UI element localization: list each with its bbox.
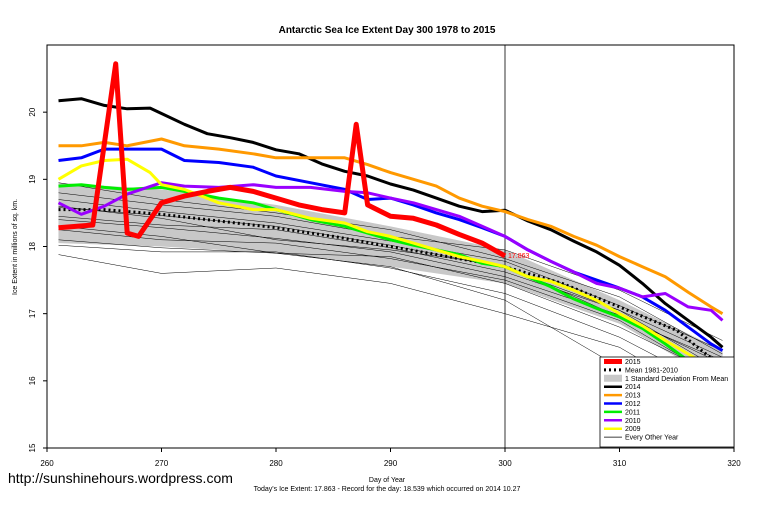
y-tick-label: 18 bbox=[28, 242, 37, 251]
legend-box bbox=[599, 356, 735, 448]
legend-label: Mean 1981-2010 bbox=[625, 367, 678, 374]
other-year-line-8 bbox=[58, 182, 723, 355]
x-tick-label: 300 bbox=[498, 459, 512, 468]
x-tick-label: 290 bbox=[384, 459, 398, 468]
legend-label: 2009 bbox=[625, 426, 641, 433]
x-tick-label: 310 bbox=[613, 459, 627, 468]
y-tick-label: 16 bbox=[28, 376, 37, 385]
y-axis: 15 16 17 18 19 20 bbox=[28, 107, 47, 452]
other-year-line-2 bbox=[58, 254, 723, 408]
series-line-2014 bbox=[58, 97, 724, 349]
series-line-2013 bbox=[58, 137, 724, 315]
x-tick-label: 260 bbox=[40, 459, 54, 468]
y-tick-label: 17 bbox=[28, 309, 37, 318]
plot-area: 17.863 bbox=[57, 45, 724, 448]
y-tick-label: 19 bbox=[28, 174, 37, 183]
other-year-line-9 bbox=[58, 244, 723, 392]
series-line-2015 bbox=[58, 61, 507, 259]
legend-label: 2012 bbox=[625, 401, 641, 408]
other-year-line-12 bbox=[58, 207, 723, 358]
legend-label: Every Other Year bbox=[625, 435, 679, 442]
other-year-line-7 bbox=[58, 229, 723, 382]
x-tick-label: 270 bbox=[155, 459, 169, 468]
y-tick-label: 15 bbox=[28, 443, 37, 452]
legend-label: 2013 bbox=[625, 393, 641, 400]
x-tick-label: 280 bbox=[269, 459, 283, 468]
legend-label: 2011 bbox=[625, 409, 640, 416]
legend-label: 2015 bbox=[625, 359, 641, 366]
x-tick-label: 320 bbox=[727, 459, 741, 468]
y-tick-label: 20 bbox=[28, 107, 37, 116]
series-line-2009 bbox=[57, 157, 724, 379]
legend-label: 2014 bbox=[625, 384, 641, 391]
x-axis-label: Day of Year bbox=[369, 477, 406, 484]
watermark-url: http://sunshinehours.wordpress.com bbox=[8, 470, 233, 486]
other-year-line-3 bbox=[58, 226, 723, 378]
footer-note: Today's Ice Extent: 17.863 - Record for … bbox=[254, 486, 521, 493]
chart-title: Antarctic Sea Ice Extent Day 300 1978 to… bbox=[279, 25, 496, 36]
legend-label: 2010 bbox=[625, 418, 641, 425]
legend-label: 1 Standard Deviation From Mean bbox=[625, 376, 728, 383]
x-axis: 260 270 280 290 300 310 320 bbox=[40, 448, 741, 468]
std-dev-band bbox=[58, 182, 723, 385]
value-label: 17.863 bbox=[508, 253, 530, 260]
series-line-2010 bbox=[57, 181, 724, 322]
y-axis-label: Ice Extent in millions of sq. km. bbox=[12, 199, 19, 295]
